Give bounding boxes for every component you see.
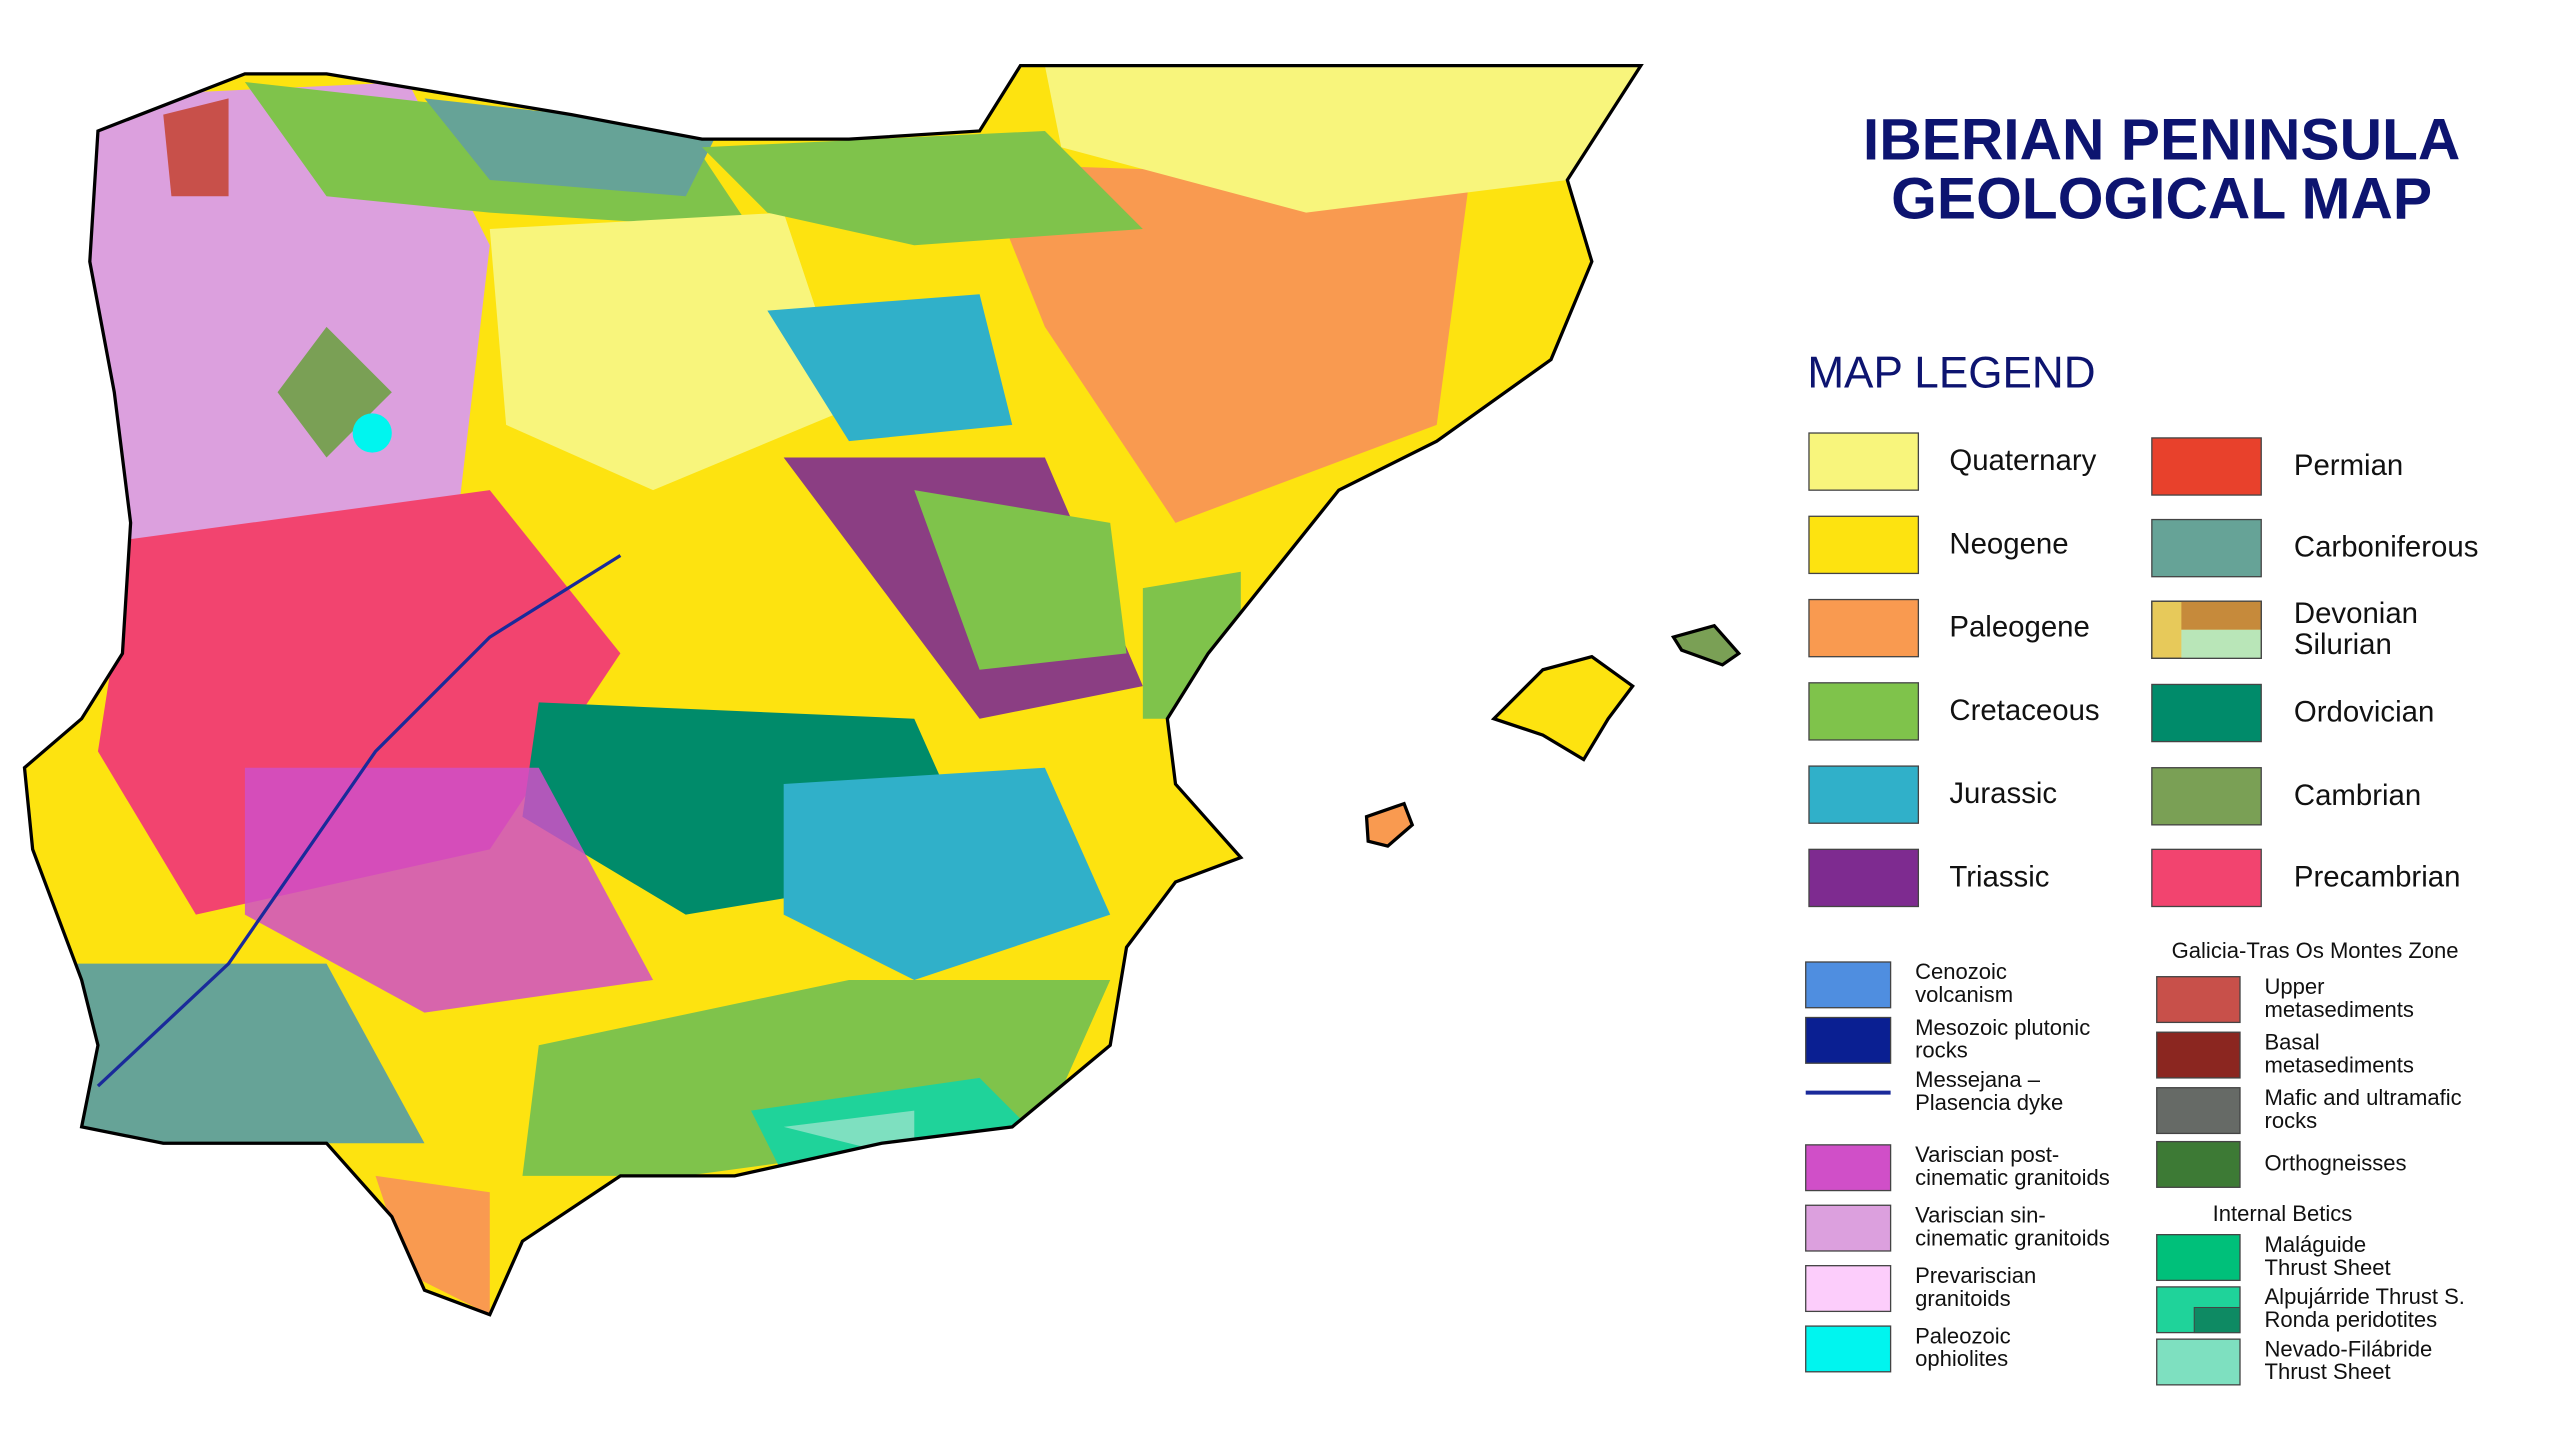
legend-swatch [2156, 1087, 2241, 1135]
legend-swatch [2156, 1234, 2241, 1282]
legend-label: Orthogneisses [2264, 1150, 2406, 1175]
legend-swatch [2151, 518, 2262, 578]
legend-label: Ordovician [2294, 696, 2434, 729]
legend-label: Permian [2294, 449, 2403, 482]
legend-swatch [1805, 1144, 1892, 1192]
legend-label: Plasencia dyke [1915, 1090, 2063, 1115]
legend-label: metasediments [2264, 1052, 2413, 1077]
legend-swatch [2151, 437, 2262, 496]
legend-label: Alpujárride Thrust S. [2264, 1284, 2464, 1309]
legend-swatch [2151, 848, 2262, 908]
legend-label: Prevariscian [1915, 1263, 2036, 1288]
legend-label: Neogene [1949, 527, 2068, 560]
legend-label: Cenozoic [1915, 959, 2007, 984]
legend-swatch [2151, 683, 2262, 743]
legend-swatch [1808, 515, 1920, 575]
legend-label: Precambrian [2294, 861, 2461, 894]
legend-label: granitoids [1915, 1286, 2011, 1311]
legend-label: Triassic [1949, 861, 2049, 894]
legend-swatch [1808, 598, 1920, 658]
legend-swatch [1805, 961, 1892, 1009]
legend-swatch [1805, 1265, 1892, 1313]
legend-label: rocks [2264, 1108, 2317, 1133]
legend-swatch [1805, 1016, 1892, 1064]
legend-swatch [1808, 432, 1920, 491]
legend-swatch [1808, 765, 1920, 824]
legend-swatch [1808, 848, 1920, 908]
legend-label: Thrust Sheet [2264, 1255, 2390, 1280]
legend-swatch-border [2151, 600, 2262, 659]
legend-label: Ronda peridotites [2264, 1307, 2437, 1332]
legend-title: MAP LEGEND [1807, 349, 2095, 398]
menorca [1670, 623, 1742, 667]
legend-label: Variscian post- [1915, 1142, 2059, 1167]
legend-label: Messejana – [1915, 1067, 2041, 1092]
legend-swatch [1808, 682, 1920, 741]
legend-swatch-part [2193, 1306, 2241, 1334]
legend-swatch [1805, 1325, 1892, 1373]
legend-label: Jurassic [1949, 777, 2057, 810]
legend-label: rocks [1915, 1038, 1968, 1063]
legend-swatch [2151, 767, 2262, 826]
legend-swatch [2156, 1031, 2241, 1079]
legend-label: Paleogene [1949, 611, 2089, 644]
legend-label: Maláguide [2264, 1232, 2366, 1257]
legend-label: Paleozoic [1915, 1323, 2011, 1348]
legend-label: Quaternary [1949, 444, 2096, 477]
legend-group-title: Internal Betics [2213, 1201, 2353, 1226]
legend-label: Devonian [2294, 597, 2418, 630]
legend-group-title: Galicia-Tras Os Montes Zone [2172, 938, 2459, 963]
legend-label: metasediments [2264, 997, 2413, 1022]
legend-label: Basal [2264, 1029, 2319, 1054]
legend-label: Carboniferous [2294, 531, 2479, 564]
legend-label: Cretaceous [1949, 694, 2099, 727]
legend-label: volcanism [1915, 982, 2013, 1007]
legend-label: cinematic granitoids [1915, 1165, 2110, 1190]
legend-label: Mesozoic plutonic [1915, 1015, 2090, 1040]
legend-swatch [2156, 1140, 2241, 1188]
legend-label: Cambrian [2294, 779, 2421, 812]
dyke-line [96, 554, 622, 1088]
legend-swatch-part [2181, 629, 2262, 659]
legend-swatch-part [2181, 601, 2262, 630]
legend-swatch [2156, 976, 2241, 1024]
legend-label: Thrust Sheet [2264, 1359, 2390, 1384]
legend-swatch [1805, 1204, 1892, 1252]
legend-label: ophiolites [1915, 1346, 2008, 1371]
legend-swatch [2156, 1338, 2241, 1386]
legend-label: Mafic and ultramafic [2264, 1085, 2461, 1110]
map-title: GEOLOGICAL MAP [1891, 166, 2432, 231]
legend-label: cinematic granitoids [1915, 1225, 2110, 1250]
legend-label: Variscian sin- [1915, 1203, 2046, 1228]
legend-label: Silurian [2294, 628, 2392, 661]
ibiza [1364, 801, 1415, 848]
legend-label: Upper [2264, 974, 2324, 999]
legend-label: Nevado-Filábride [2264, 1336, 2432, 1361]
mallorca [1490, 654, 1635, 762]
map-title: IBERIAN PENINSULA [1863, 108, 2460, 173]
